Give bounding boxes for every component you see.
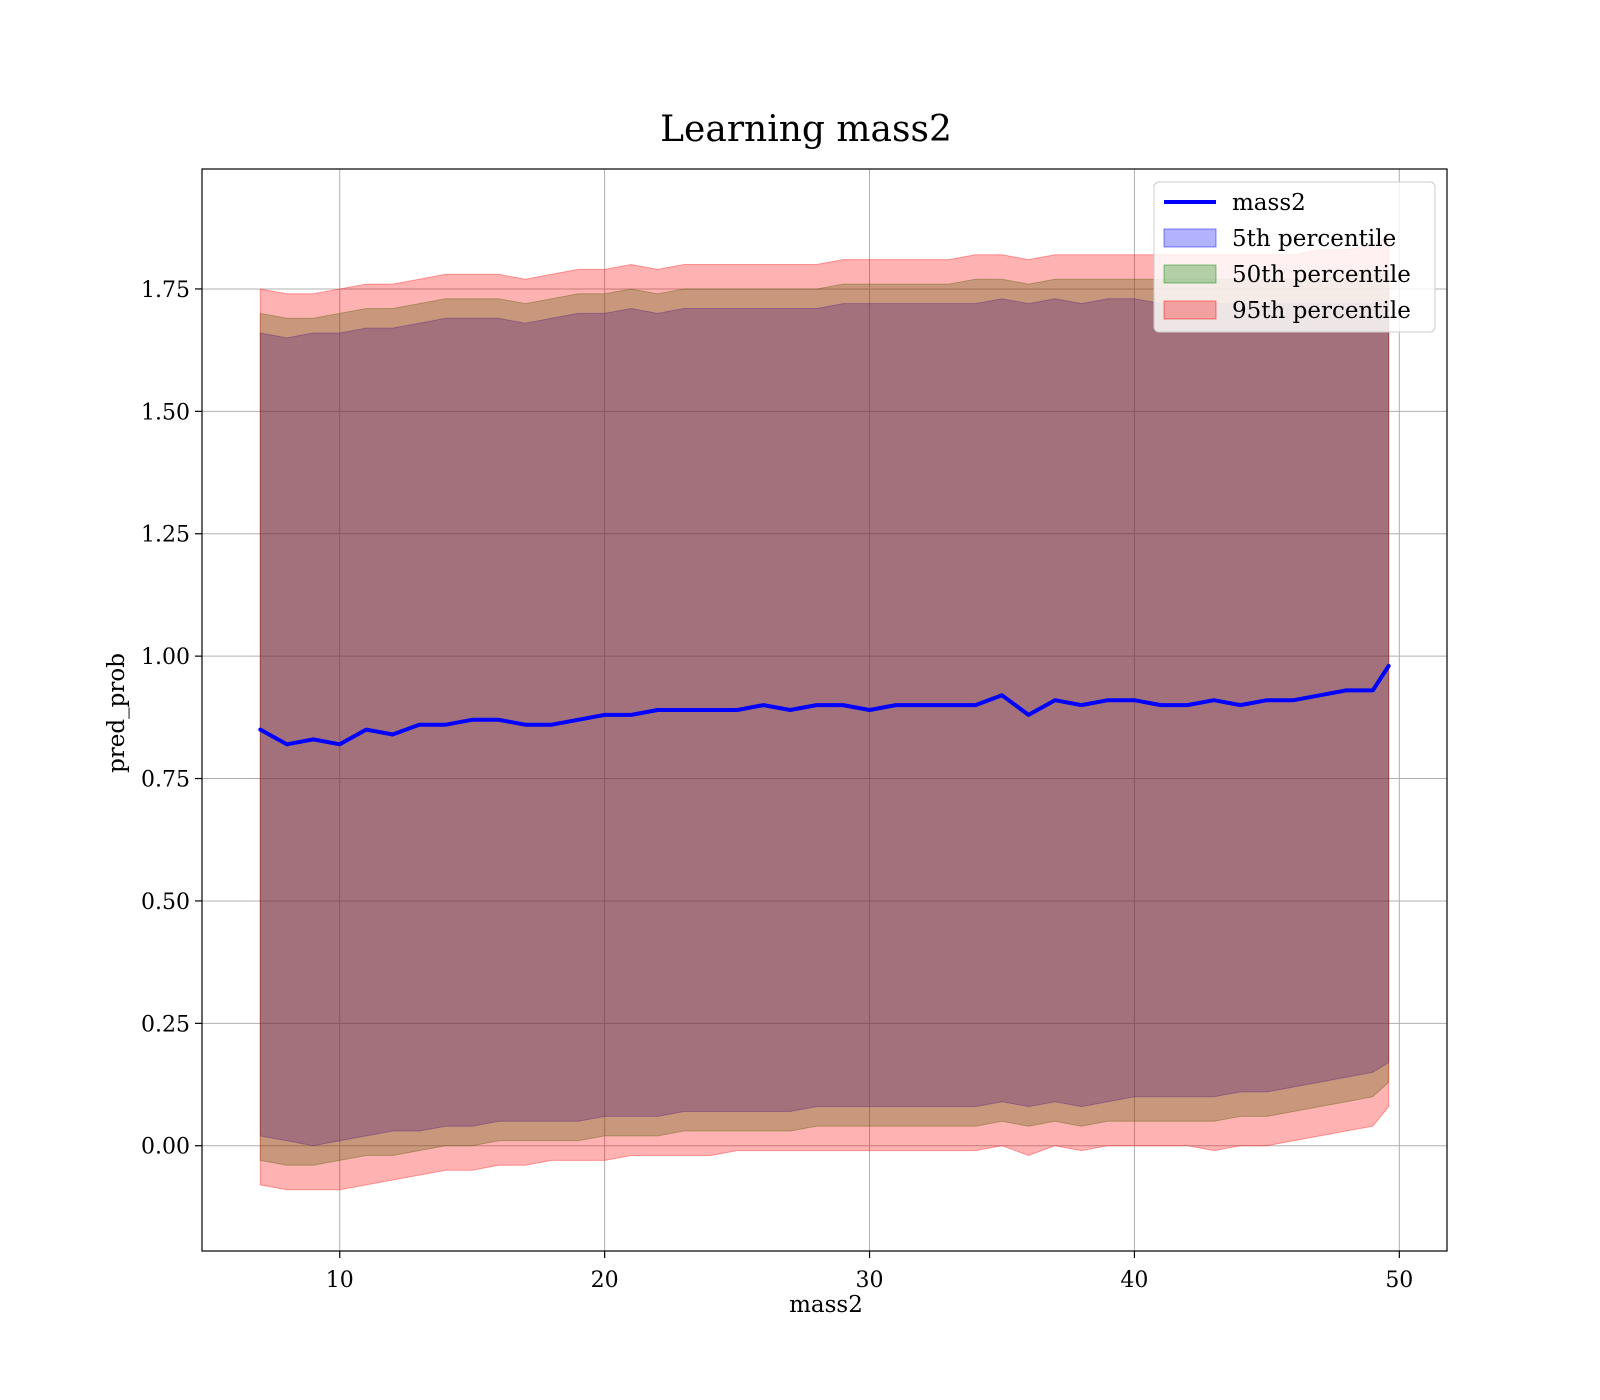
y-tick-label: 1.75 [141,278,190,303]
legend-swatch-95th-percentile [1163,300,1217,320]
y-axis-label: pred_prob [104,653,130,773]
y-axis-ticks: 0.00 0.25 0.50 0.75 1.00 1.25 1.50 1.75 [141,278,202,1160]
y-tick-label: 1.50 [141,400,190,425]
95th-percentile-band [259,234,1390,1191]
legend-label-50th-percentile: 50th percentile [1232,262,1411,288]
y-tick-label: 1.00 [141,645,190,670]
legend-box [1153,181,1436,333]
legend-label-95th-percentile: 95th percentile [1232,298,1411,324]
y-tick-label: 0.50 [141,890,190,915]
legend: mass2 5th percentile 50th percentile 95th p… [1153,181,1436,333]
x-tick-label: 20 [591,1268,619,1293]
50th-percentile-band [259,273,1390,1166]
x-tick-label: 10 [326,1268,354,1293]
5th-percentile-band [259,298,1390,1147]
legend-label-mass2: mass2 [1232,190,1306,216]
mass2-series-line [258,663,1391,747]
mass2-line-layer [258,663,1391,747]
legend-swatch-50th-percentile [1163,264,1217,284]
percentile-bands [259,234,1390,1191]
x-tick-label: 30 [856,1268,884,1293]
chart-title: Learning mass2 [660,109,952,150]
x-tick-label: 40 [1120,1268,1148,1293]
y-tick-label: 0.25 [141,1012,190,1037]
x-axis-ticks: 10 20 30 40 50 [326,1251,1413,1293]
legend-label-5th-percentile: 5th percentile [1232,226,1396,252]
legend-swatch-5th-percentile [1163,228,1217,248]
x-axis-label: mass2 [789,1292,863,1318]
y-tick-label: 1.25 [141,523,190,548]
y-tick-label: 0.75 [141,768,190,793]
y-tick-label: 0.00 [141,1135,190,1160]
plot-frame [201,168,1448,1252]
x-tick-label: 50 [1385,1268,1413,1293]
